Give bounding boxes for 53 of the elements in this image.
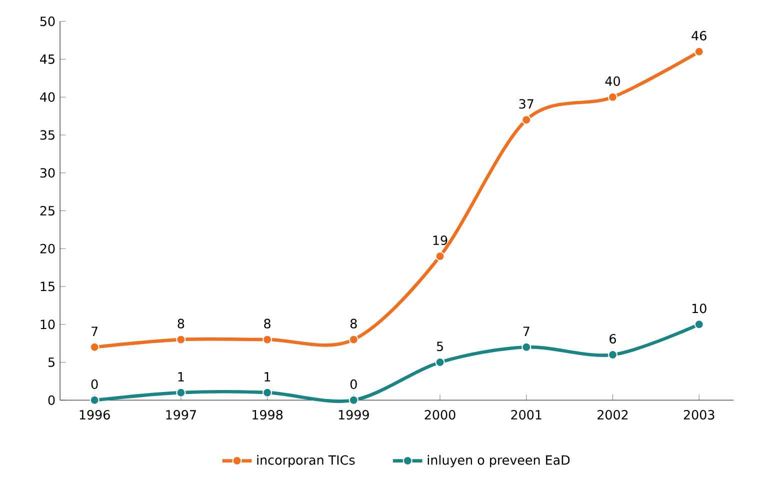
- y-tick-label: 10: [40, 320, 55, 330]
- y-tick-label: 25: [40, 206, 54, 216]
- data-label: 8: [264, 318, 270, 328]
- y-tick-label: 15: [40, 282, 54, 292]
- point: [608, 92, 618, 102]
- y-tick-label: 35: [40, 130, 54, 140]
- point: [262, 334, 272, 344]
- data-label: 8: [350, 318, 357, 328]
- y-tick-label: 50: [40, 16, 55, 26]
- data-label: 37: [519, 99, 534, 109]
- x-tick-label: 1999: [338, 410, 369, 420]
- point: [348, 395, 358, 406]
- point: [262, 388, 272, 398]
- point: [90, 395, 100, 406]
- legend-label: inluyen o preveen EaD: [428, 455, 570, 468]
- x-tick-label: 2000: [424, 410, 456, 420]
- data-label: 6: [610, 334, 616, 344]
- data-label: 5: [436, 342, 443, 352]
- point: [522, 115, 532, 125]
- point: [694, 320, 704, 330]
- legend-label: incorporan TICs: [257, 455, 355, 468]
- y-tick-label: 20: [40, 244, 55, 254]
- point: [176, 388, 186, 398]
- y-tick-label: 30: [40, 168, 55, 178]
- point: [176, 334, 186, 344]
- point: [608, 350, 618, 360]
- x-tick-label: 2002: [598, 410, 628, 420]
- data-label: 0: [350, 379, 357, 390]
- point: [435, 358, 445, 368]
- data-label: 7: [92, 326, 98, 336]
- y-tick-label: 0: [48, 395, 55, 406]
- data-label: 1: [178, 372, 184, 382]
- point: [435, 251, 445, 262]
- y-tick-label: 45: [40, 54, 54, 64]
- data-label: 8: [178, 318, 184, 328]
- x-tick-label: 1997: [166, 410, 196, 420]
- point: [348, 334, 358, 344]
- data-label: 46: [692, 30, 706, 41]
- data-label: 10: [692, 304, 706, 314]
- point: [522, 342, 532, 352]
- y-tick-label: 40: [40, 92, 55, 102]
- point: [694, 46, 704, 57]
- y-tick-label: 5: [48, 358, 54, 368]
- x-tick-label: 1996: [80, 410, 110, 420]
- x-tick-label: 1998: [252, 410, 283, 420]
- x-tick-label: 2003: [684, 410, 714, 420]
- data-label: 7: [523, 326, 530, 336]
- x-tick-label: 2001: [511, 410, 542, 420]
- data-label: 19: [433, 236, 448, 246]
- data-label: 1: [264, 372, 270, 382]
- data-label: 0: [91, 379, 98, 390]
- data-label: 40: [605, 76, 620, 86]
- point: [90, 342, 100, 352]
